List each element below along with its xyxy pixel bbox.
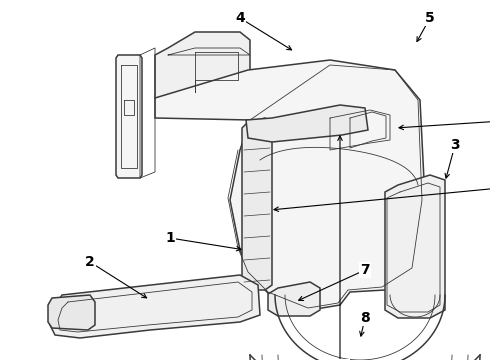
Polygon shape (50, 275, 260, 338)
Polygon shape (385, 175, 445, 318)
Text: 7: 7 (360, 263, 370, 277)
Polygon shape (48, 295, 95, 330)
Polygon shape (155, 32, 250, 105)
Polygon shape (315, 100, 395, 155)
Polygon shape (116, 55, 142, 178)
Polygon shape (155, 60, 425, 310)
Polygon shape (242, 118, 272, 290)
Text: 4: 4 (235, 11, 245, 25)
Text: 5: 5 (425, 11, 435, 25)
Polygon shape (246, 105, 368, 142)
Text: 8: 8 (360, 311, 370, 325)
Polygon shape (268, 282, 320, 316)
Text: 2: 2 (85, 255, 95, 269)
Text: 3: 3 (450, 138, 460, 152)
Text: 1: 1 (165, 231, 175, 245)
